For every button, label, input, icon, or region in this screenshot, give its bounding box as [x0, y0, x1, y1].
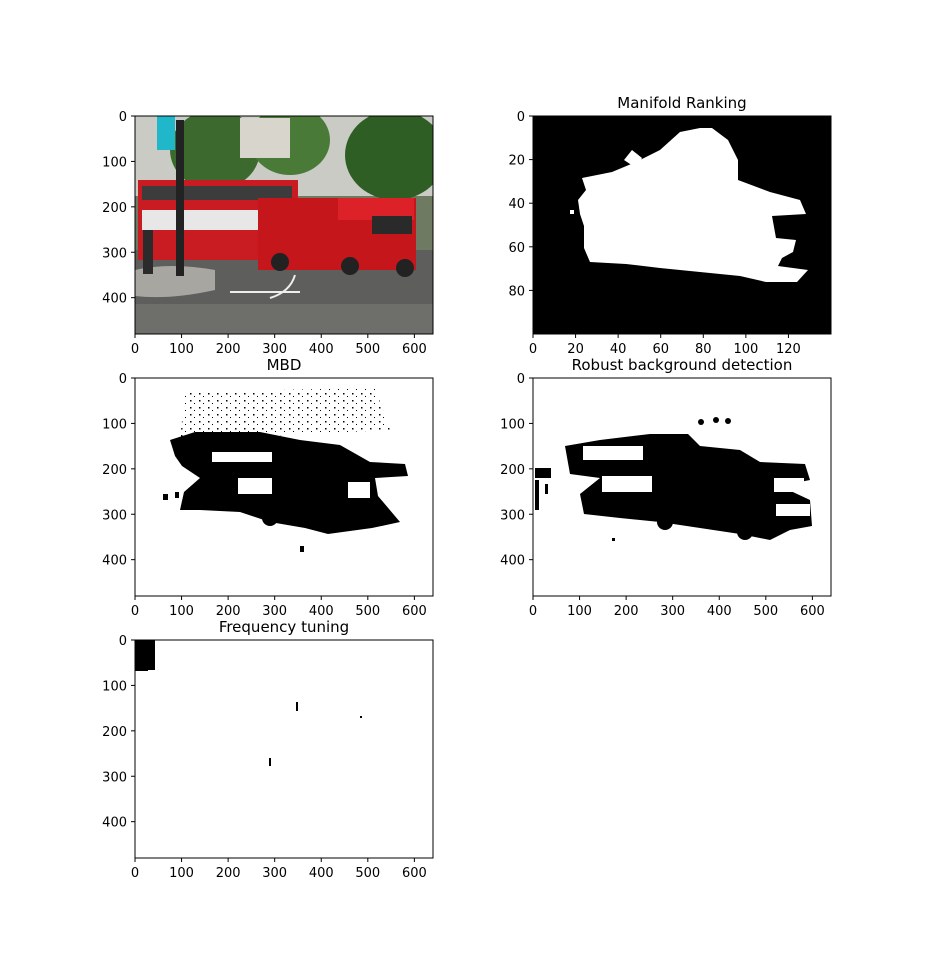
subplot-manifold-ranking: Manifold Ranking — [533, 94, 831, 334]
y-tick-label: 100 — [500, 417, 525, 432]
y-tick-label: 300 — [102, 246, 127, 261]
robust-background-image — [533, 378, 831, 596]
x-tick-label: 200 — [216, 866, 241, 881]
axes-0: 0 100 200 300 400 500 600 0 100 200 300 400 — [102, 110, 434, 357]
x-tick-label: 100 — [169, 604, 194, 619]
axes-title: Robust background detection — [572, 356, 793, 374]
subplot-original-image — [135, 116, 433, 334]
y-tick-label: 200 — [102, 463, 127, 478]
axes-title: MBD — [267, 356, 302, 374]
x-tick-label: 600 — [800, 604, 825, 619]
y-tick-label: 300 — [500, 508, 525, 523]
x-tick-label: 0 — [529, 604, 537, 619]
x-tick-label: 200 — [216, 604, 241, 619]
axes-frame — [532, 377, 832, 597]
axes-2: 0 100 200 300 400 500 600 0 100 200 300 400 — [102, 372, 434, 619]
axes-frame — [134, 377, 434, 597]
x-tick-label: 400 — [309, 866, 334, 881]
y-tick-label: 0 — [119, 634, 127, 649]
x-tick-label: 600 — [402, 604, 427, 619]
y-tick-label: 200 — [102, 201, 127, 216]
axes-3: 0 100 200 300 400 500 600 0 100 200 300 400 — [500, 372, 832, 619]
axes-4: 0 100 200 300 400 500 600 0 100 200 300 400 — [102, 634, 434, 881]
axes-frame — [532, 115, 832, 335]
x-tick-label: 60 — [652, 342, 669, 357]
x-tick-label: 300 — [262, 604, 287, 619]
y-tick-label: 40 — [508, 197, 525, 212]
subplot-frequency-tuning: Frequency tuning — [135, 618, 433, 858]
x-tick-label: 600 — [402, 342, 427, 357]
x-tick-label: 0 — [529, 342, 537, 357]
axes-frame — [134, 639, 434, 859]
x-tick-label: 120 — [776, 342, 801, 357]
x-tick-label: 300 — [262, 342, 287, 357]
x-tick-label: 600 — [402, 866, 427, 881]
x-tick-label: 200 — [216, 342, 241, 357]
x-tick-label: 0 — [131, 866, 139, 881]
manifold-ranking-image — [533, 116, 831, 334]
x-tick-label: 100 — [733, 342, 758, 357]
y-tick-label: 60 — [508, 241, 525, 256]
x-tick-label: 400 — [707, 604, 732, 619]
x-tick-label: 100 — [169, 866, 194, 881]
x-tick-label: 40 — [610, 342, 627, 357]
y-tick-label: 100 — [102, 155, 127, 170]
x-tick-label: 500 — [355, 342, 380, 357]
y-tick-label: 200 — [500, 463, 525, 478]
y-tick-label: 400 — [102, 292, 127, 307]
x-tick-label: 200 — [614, 604, 639, 619]
x-tick-label: 400 — [309, 604, 334, 619]
y-tick-label: 200 — [102, 725, 127, 740]
y-tick-label: 0 — [517, 372, 525, 387]
y-tick-label: 80 — [508, 284, 525, 299]
subplot-robust-background-detection: Robust background detection — [533, 356, 831, 596]
axes-title: Manifold Ranking — [617, 94, 746, 112]
y-tick-label: 20 — [508, 154, 525, 169]
x-tick-label: 300 — [262, 866, 287, 881]
y-tick-label: 100 — [102, 679, 127, 694]
frequency-tuning-image — [135, 640, 433, 858]
photo-image — [135, 116, 433, 334]
x-tick-label: 500 — [753, 604, 778, 619]
x-tick-label: 20 — [567, 342, 584, 357]
subplot-mbd: MBD — [135, 356, 433, 596]
x-tick-label: 0 — [131, 342, 139, 357]
y-tick-label: 0 — [517, 110, 525, 125]
axes-frame — [134, 115, 434, 335]
y-tick-label: 0 — [119, 110, 127, 125]
x-tick-label: 500 — [355, 866, 380, 881]
x-tick-label: 300 — [660, 604, 685, 619]
y-tick-label: 400 — [102, 816, 127, 831]
x-tick-label: 500 — [355, 604, 380, 619]
y-tick-label: 400 — [102, 554, 127, 569]
y-tick-label: 300 — [102, 770, 127, 785]
axes-1: 0 20 40 60 80 100 120 0 20 40 60 80 — [508, 110, 832, 357]
y-tick-label: 400 — [500, 554, 525, 569]
x-tick-label: 100 — [169, 342, 194, 357]
x-tick-label: 400 — [309, 342, 334, 357]
y-tick-label: 100 — [102, 417, 127, 432]
x-tick-label: 100 — [567, 604, 592, 619]
mbd-image — [135, 378, 433, 596]
y-tick-label: 300 — [102, 508, 127, 523]
y-tick-label: 0 — [119, 372, 127, 387]
x-tick-label: 0 — [131, 604, 139, 619]
axes-title: Frequency tuning — [219, 618, 349, 636]
x-tick-label: 80 — [695, 342, 712, 357]
